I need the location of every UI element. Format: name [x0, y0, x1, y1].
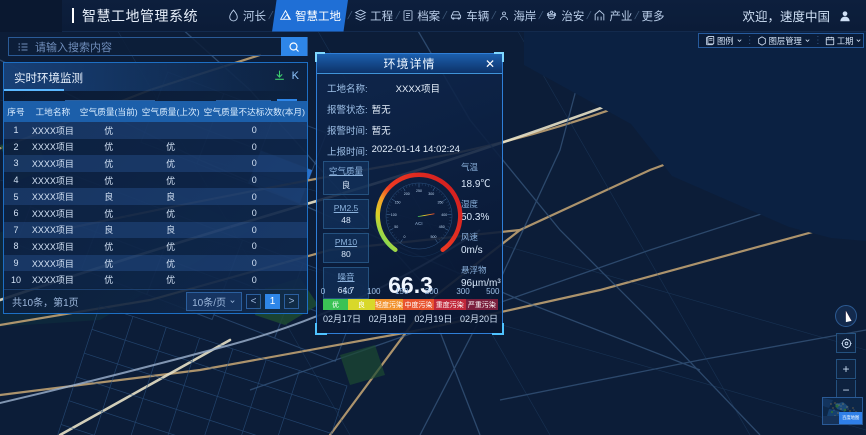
svg-text:0: 0: [403, 235, 405, 239]
svg-text:100: 100: [391, 213, 397, 217]
svg-text:450: 450: [439, 225, 445, 229]
svg-text:200: 200: [404, 192, 410, 196]
svg-text:150: 150: [395, 201, 401, 205]
svg-text:ACI: ACI: [415, 221, 423, 226]
svg-text:300: 300: [428, 192, 434, 196]
svg-text:50: 50: [394, 225, 398, 229]
svg-text:500: 500: [431, 235, 437, 239]
svg-text:350: 350: [437, 201, 443, 205]
svg-text:400: 400: [441, 213, 447, 217]
svg-text:250: 250: [416, 189, 422, 193]
